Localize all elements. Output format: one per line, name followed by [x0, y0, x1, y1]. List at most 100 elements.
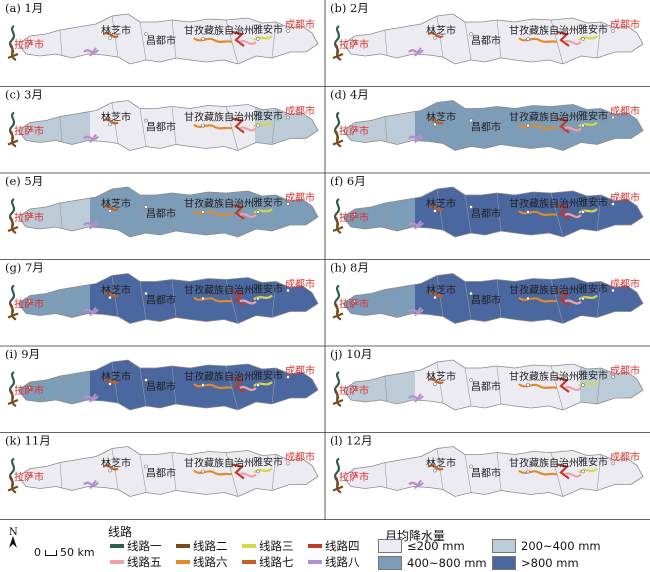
precip-label: 200~400 mm	[521, 539, 601, 553]
city-marker	[433, 295, 437, 300]
precip-zone	[500, 446, 580, 497]
city-marker	[353, 40, 357, 44]
region-outline	[17, 446, 319, 497]
svg-text:N: N	[9, 527, 18, 538]
city-label: 成都市	[285, 451, 315, 464]
city-marker	[581, 296, 585, 301]
route-line	[83, 220, 99, 230]
city-marker	[526, 210, 530, 214]
route-line	[578, 294, 598, 301]
route-line	[7, 129, 19, 148]
route-line	[83, 47, 99, 57]
route-line	[253, 381, 273, 387]
route-line	[193, 383, 233, 390]
route-line	[103, 378, 119, 384]
route-label: 线路二	[193, 539, 228, 553]
route-swatch	[110, 560, 124, 564]
route-line	[103, 205, 119, 211]
city-label: 成都市	[285, 278, 315, 291]
precip-zone	[175, 14, 255, 64]
city-label: 甘孜藏族自治州	[184, 111, 254, 124]
route-line	[564, 212, 582, 219]
precip-swatch	[492, 539, 516, 553]
legend: N 0 50 km 线路 线路一 线路二 线路三 线路四 线路五 线路六 线路七 线路八 月均…	[0, 520, 650, 572]
city-label: 林芝市	[101, 457, 131, 470]
route-line	[428, 378, 444, 384]
city-marker	[611, 288, 615, 293]
city-label: 雅安市	[578, 196, 608, 209]
route-line	[556, 30, 570, 47]
city-marker	[286, 29, 290, 33]
precip-zone	[580, 14, 643, 64]
route-swatch	[110, 544, 124, 548]
route-line	[518, 469, 558, 476]
route-swatch	[308, 544, 322, 548]
route-line	[332, 43, 344, 61]
panel-label: (l) 12月	[330, 434, 372, 448]
city-marker	[611, 375, 615, 379]
route-line	[239, 39, 257, 46]
route-legend-item: 线路五	[110, 554, 162, 570]
route-line	[193, 210, 233, 217]
city-marker	[469, 32, 473, 36]
city-label: 甘孜藏族自治州	[509, 457, 579, 470]
precip-swatch	[378, 556, 402, 570]
precip-legend-item: ≤200 mm	[378, 539, 465, 553]
city-label: 林芝市	[426, 457, 456, 470]
city-marker	[611, 29, 615, 33]
city-marker	[108, 468, 112, 473]
city-label: 成都市	[610, 364, 640, 377]
route-line	[408, 479, 424, 490]
route-line	[556, 203, 570, 220]
route-line	[332, 389, 344, 407]
city-label: 林芝市	[101, 284, 131, 297]
route-line	[253, 35, 273, 41]
precip-zone	[500, 360, 580, 410]
city-label: 雅安市	[578, 283, 608, 296]
city-marker	[28, 213, 32, 217]
panel-label: (k) 11月	[5, 434, 51, 448]
city-marker	[433, 382, 437, 386]
route-line	[518, 123, 558, 130]
city-marker	[256, 296, 260, 301]
precip-swatch	[492, 556, 516, 570]
city-label: 拉萨市	[339, 298, 369, 311]
city-label: 昌都市	[471, 467, 501, 480]
city-label: 成都市	[610, 451, 640, 464]
city-marker	[353, 299, 357, 304]
region-outline	[342, 446, 644, 497]
route-line	[231, 290, 245, 307]
city-label: 拉萨市	[14, 125, 44, 138]
route-line	[578, 208, 598, 214]
city-label: 甘孜藏族自治州	[509, 284, 579, 297]
precip-zone	[580, 187, 643, 237]
route-line	[556, 117, 570, 134]
city-marker	[144, 32, 148, 36]
city-marker	[581, 123, 585, 128]
city-marker	[433, 468, 437, 473]
city-label: 林芝市	[426, 24, 456, 37]
city-label: 成都市	[610, 18, 640, 31]
city-label: 林芝市	[426, 197, 456, 210]
route-legend-item: 线路四	[308, 538, 360, 554]
precip-zone	[580, 273, 643, 324]
route-line	[518, 37, 558, 44]
city-label: 林芝市	[101, 24, 131, 37]
precip-zone	[255, 360, 318, 410]
precip-zone	[580, 100, 643, 151]
route-line	[564, 39, 582, 46]
route-line	[332, 302, 344, 321]
routes-legend-title: 线路	[108, 525, 133, 539]
route-line	[428, 291, 444, 298]
city-marker	[526, 469, 530, 474]
route-line	[578, 467, 598, 474]
panel-label: (j) 10月	[330, 347, 372, 361]
city-marker	[581, 383, 585, 387]
route-line	[518, 296, 558, 303]
route-line	[7, 389, 19, 407]
panel-label: (b) 2月	[330, 1, 369, 15]
city-label: 拉萨市	[339, 38, 369, 51]
route-label: 线路五	[127, 555, 162, 569]
